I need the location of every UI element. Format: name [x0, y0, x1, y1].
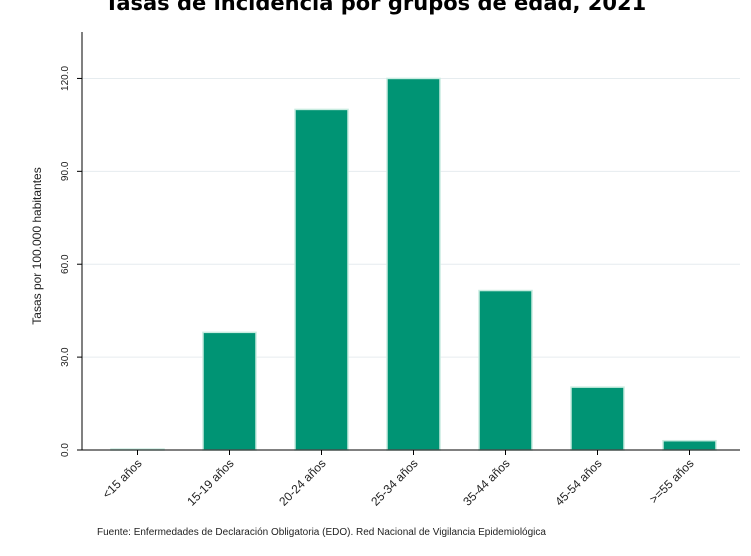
x-tick-label: 15-19 años: [184, 456, 236, 508]
y-tick-label: 0.0: [60, 443, 71, 457]
source-note: Fuente: Enfermedades de Declaración Obli…: [97, 527, 546, 538]
y-tick-label: 30.0: [60, 347, 71, 367]
bar: [202, 331, 257, 451]
chart-title: Tasas de incidencia por grupos de edad, …: [104, 0, 647, 15]
bars: [110, 77, 717, 451]
x-tick-label: 35-44 años: [460, 456, 512, 508]
bar: [570, 386, 625, 451]
x-tick-label: >=55 años: [647, 456, 697, 506]
x-tick-label: <15 años: [100, 456, 145, 501]
y-axis-title: Tasas por 100.000 habitantes: [30, 167, 44, 324]
x-tick-labels: <15 años 15-19 años 20-24 años 25-34 años 35…: [100, 450, 697, 509]
bar: [386, 77, 441, 451]
y-tick-label: 60.0: [60, 254, 71, 274]
x-tick-label: 25-34 años: [368, 456, 420, 508]
bar: [294, 108, 349, 451]
y-tick-labels: 0.0 30.0 60.0 90.0 120.0: [60, 65, 82, 457]
y-tick-label: 120.0: [60, 65, 71, 90]
y-tick-label: 90.0: [60, 161, 71, 181]
bar: [662, 439, 717, 451]
axes: [81, 32, 740, 451]
x-tick-label: 20-24 años: [276, 456, 328, 508]
bar: [478, 289, 533, 451]
x-tick-label: 45-54 años: [552, 456, 604, 508]
